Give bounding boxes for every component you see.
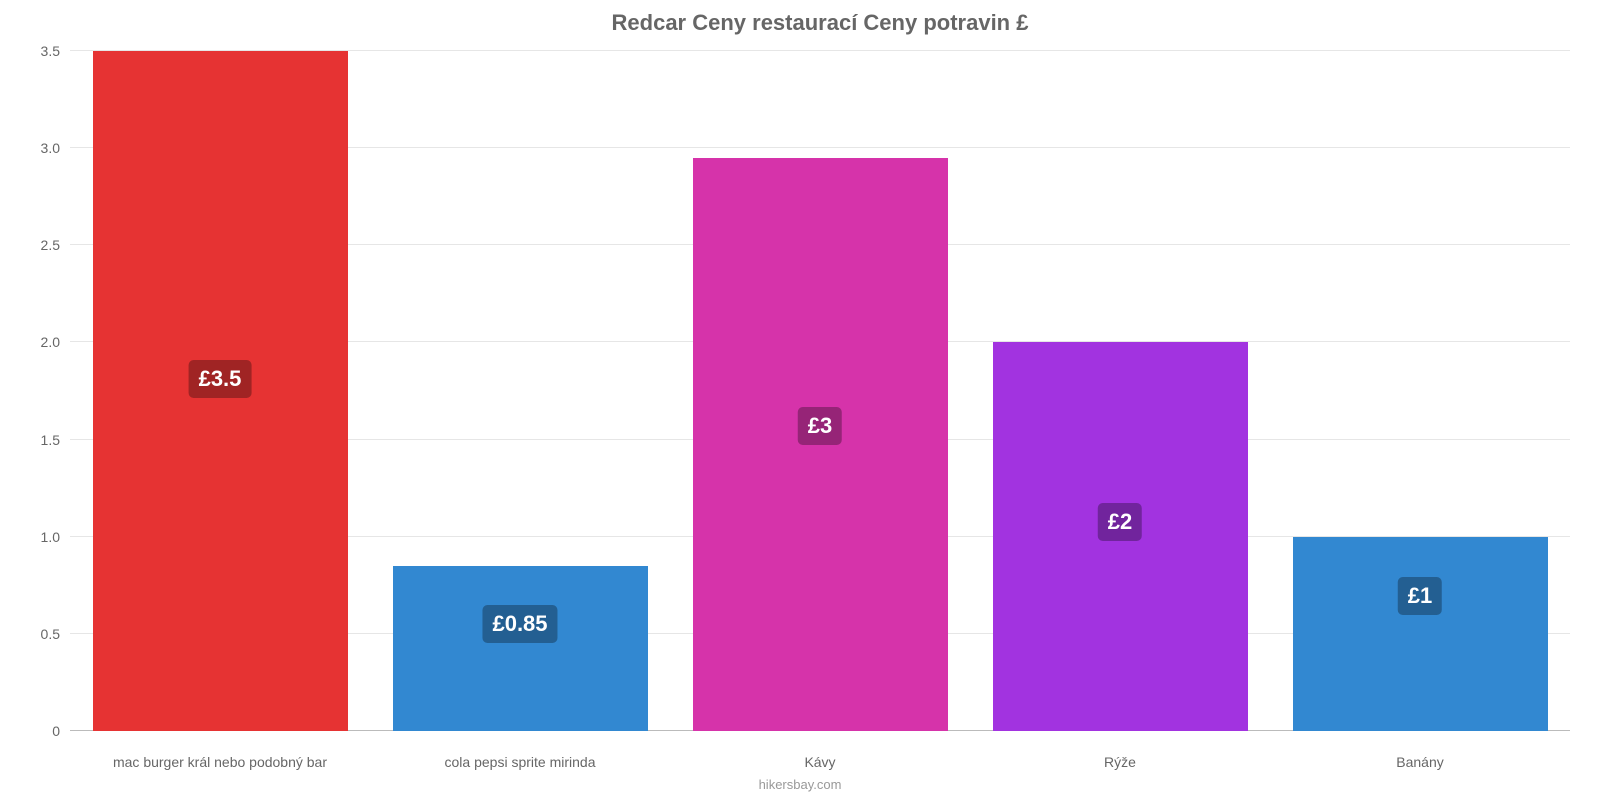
- x-axis-category-label: mac burger král nebo podobný bar: [70, 754, 370, 770]
- value-badge: £2: [1098, 503, 1142, 541]
- value-badge: £3.5: [189, 360, 252, 398]
- bar: [393, 566, 648, 731]
- x-axis-labels: mac burger král nebo podobný barcola pep…: [70, 754, 1570, 770]
- value-badge: £3: [798, 407, 842, 445]
- x-axis-category-label: cola pepsi sprite mirinda: [370, 754, 670, 770]
- x-axis-category-label: Rýže: [970, 754, 1270, 770]
- x-axis-category-label: Banány: [1270, 754, 1570, 770]
- value-badge: £1: [1398, 577, 1442, 615]
- plot-area: £3.5£0.85£3£2£1 00.51.01.52.02.53.03.5: [70, 51, 1570, 731]
- y-axis-tick-label: 0.5: [41, 626, 70, 642]
- y-axis-tick-label: 3.5: [41, 43, 70, 59]
- y-axis-tick-label: 1.0: [41, 529, 70, 545]
- bars-container: £3.5 £0.85 £3 £2 £1: [70, 51, 1570, 731]
- bar-group: £3.5: [70, 51, 370, 731]
- bar: [1293, 537, 1548, 731]
- y-axis-tick-label: 2.0: [41, 334, 70, 350]
- value-badge: £0.85: [482, 605, 557, 643]
- bar-group: £1: [1270, 51, 1570, 731]
- y-axis-tick-label: 2.5: [41, 237, 70, 253]
- attribution: hikersbay.com: [0, 777, 1600, 792]
- y-axis-tick-label: 3.0: [41, 140, 70, 156]
- y-axis-tick-label: 0: [52, 723, 70, 739]
- bar-group: £0.85: [370, 51, 670, 731]
- x-axis-category-label: Kávy: [670, 754, 970, 770]
- y-axis-tick-label: 1.5: [41, 432, 70, 448]
- bar-group: £3: [670, 51, 970, 731]
- chart-title: Redcar Ceny restaurací Ceny potravin £: [70, 10, 1570, 36]
- chart-container: Redcar Ceny restaurací Ceny potravin £ £…: [0, 0, 1600, 800]
- bar-group: £2: [970, 51, 1270, 731]
